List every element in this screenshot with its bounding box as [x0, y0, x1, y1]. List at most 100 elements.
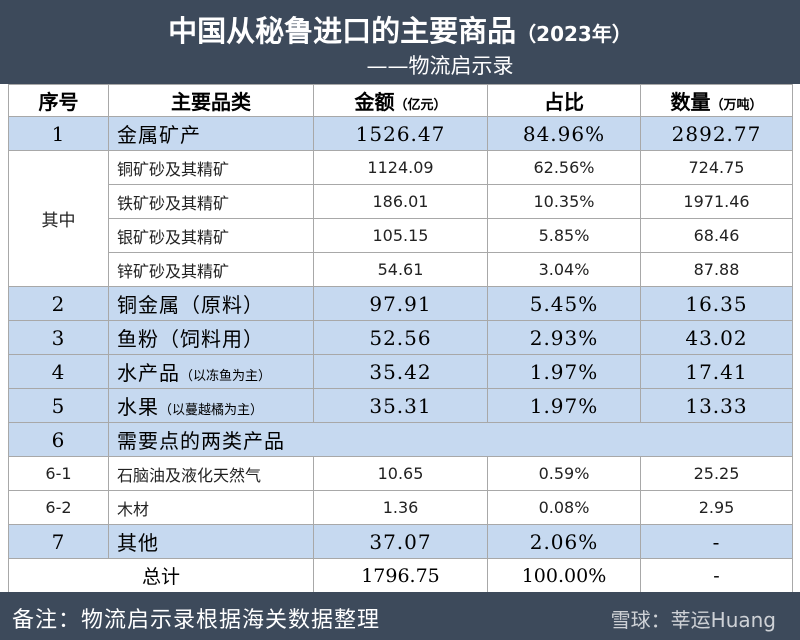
row-number: 3 — [8, 320, 109, 355]
quantity: 68.46 — [640, 218, 793, 253]
share: 2.93% — [487, 320, 641, 355]
item-name-text: 水产品 — [117, 361, 180, 385]
row-number: 7 — [8, 524, 109, 559]
share: 5.85% — [487, 218, 641, 253]
table-row: 6-1 石脑油及液化天然气 10.65 0.59% 25.25 — [8, 456, 793, 491]
quantity: 1971.46 — [640, 184, 793, 219]
item-name-text: 需要点的两类产品 — [117, 429, 285, 453]
row-number: 4 — [8, 354, 109, 389]
column-header: 占比 — [487, 84, 641, 117]
column-text: 主要品类 — [171, 90, 251, 114]
total-label: 总计 — [8, 558, 314, 593]
share: 1.97% — [487, 388, 641, 423]
row-number: 其中 — [8, 150, 109, 287]
item-name: 鱼粉（饲料用） — [108, 320, 314, 355]
table-row: 总计 1796.75 100.00% - — [8, 558, 793, 593]
amount: 52.56 — [313, 320, 488, 355]
item-name-text: 银矿砂及其精矿 — [117, 227, 230, 247]
quantity: 724.75 — [640, 150, 793, 185]
amount: 105.15 — [313, 218, 488, 253]
share: 5.45% — [487, 286, 641, 321]
row-number: 6 — [8, 422, 109, 457]
item-name-text: 其他 — [117, 531, 159, 555]
item-note: （以蔓越橘为主） — [159, 403, 264, 418]
row-number: 6-1 — [8, 456, 109, 491]
quantity: 87.88 — [640, 252, 793, 287]
amount: 1796.75 — [313, 558, 488, 593]
column-unit: （万吨） — [710, 98, 763, 113]
table-row: 4 水产品（以冻鱼为主） 35.42 1.97% 17.41 — [8, 354, 793, 389]
quantity: 13.33 — [640, 388, 793, 423]
quantity: - — [640, 558, 793, 593]
share: 0.59% — [487, 456, 641, 491]
item-note: （以冻鱼为主） — [180, 369, 272, 384]
item-name: 金属矿产 — [108, 116, 314, 151]
share: 10.35% — [487, 184, 641, 219]
column-text: 序号 — [38, 90, 79, 114]
share: 100.00% — [487, 558, 641, 593]
title-text: 中国从秘鲁进口的主要商品 — [168, 14, 517, 48]
quantity: 2.95 — [640, 490, 793, 525]
item-name: 铜矿砂及其精矿 — [108, 150, 314, 185]
amount: 1124.09 — [313, 150, 488, 185]
amount: 97.91 — [313, 286, 488, 321]
item-name-text: 铜矿砂及其精矿 — [117, 159, 230, 179]
item-name: 铁矿砂及其精矿 — [108, 184, 314, 219]
item-name: 水果（以蔓越橘为主） — [108, 388, 314, 423]
quantity: 17.41 — [640, 354, 793, 389]
item-name-text: 铁矿砂及其精矿 — [117, 193, 230, 213]
table-row: 6 需要点的两类产品 — [8, 422, 793, 457]
amount: 35.31 — [313, 388, 488, 423]
share: 3.04% — [487, 252, 641, 287]
column-header: 金额（亿元） — [313, 84, 488, 117]
header-row: 序号 主要品类 金额（亿元） 占比 数量（万吨） — [8, 84, 793, 117]
share: 84.96% — [487, 116, 641, 151]
column-header: 数量（万吨） — [640, 84, 793, 117]
footer: 备注：物流启示录根据海关数据整理 雪球：莘运Huang — [0, 592, 800, 640]
column-unit: （亿元） — [394, 98, 447, 113]
share: 62.56% — [487, 150, 641, 185]
item-name-text: 石脑油及液化天然气 — [117, 465, 262, 485]
item-name: 需要点的两类产品 — [108, 422, 793, 457]
amount: 35.42 — [313, 354, 488, 389]
amount: 186.01 — [313, 184, 488, 219]
item-name-text: 木材 — [117, 499, 150, 519]
row-number: 1 — [8, 116, 109, 151]
share: 1.97% — [487, 354, 641, 389]
amount: 54.61 — [313, 252, 488, 287]
item-name: 木材 — [108, 490, 314, 525]
table: 序号 主要品类 金额（亿元） 占比 数量（万吨） 1 金属矿产 1526.47 84.… — [8, 84, 793, 593]
column-text: 金额 — [354, 90, 395, 114]
column-header: 主要品类 — [108, 84, 314, 117]
subtitle: ——物流启示录 — [366, 54, 514, 78]
row-number: 6-2 — [8, 490, 109, 525]
amount: 1526.47 — [313, 116, 488, 151]
row-number: 2 — [8, 286, 109, 321]
title: 中国从秘鲁进口的主要商品（2023年） — [0, 8, 800, 50]
item-name-text: 铜金属（原料） — [117, 293, 264, 317]
item-name-text: 金属矿产 — [117, 123, 201, 147]
quantity: 16.35 — [640, 286, 793, 321]
item-name: 水产品（以冻鱼为主） — [108, 354, 314, 389]
table-row: 7 其他 37.07 2.06% - — [8, 524, 793, 559]
column-text: 占比 — [544, 90, 584, 114]
table-row: 2 铜金属（原料） 97.91 5.45% 16.35 — [8, 286, 793, 321]
table-row: 银矿砂及其精矿 105.15 5.85% 68.46 — [9, 218, 793, 253]
footer-note: 备注：物流启示录根据海关数据整理 — [12, 608, 381, 633]
table-row: 锌矿砂及其精矿 54.61 3.04% 87.88 — [9, 252, 793, 287]
title-note: （2023年） — [516, 22, 632, 46]
table-row: 6-2 木材 1.36 0.08% 2.95 — [8, 490, 793, 525]
item-name: 银矿砂及其精矿 — [108, 218, 314, 253]
item-name-text: 锌矿砂及其精矿 — [117, 261, 230, 281]
item-name-text: 水果 — [117, 395, 159, 419]
item-name: 锌矿砂及其精矿 — [108, 252, 314, 287]
row-number: 5 — [8, 388, 109, 423]
item-name: 铜金属（原料） — [108, 286, 314, 321]
table-row: 铁矿砂及其精矿 186.01 10.35% 1971.46 — [9, 184, 793, 219]
amount: 37.07 — [313, 524, 488, 559]
quantity: - — [640, 524, 793, 559]
share: 2.06% — [487, 524, 641, 559]
table-row: 3 鱼粉（饲料用） 52.56 2.93% 43.02 — [8, 320, 793, 355]
amount: 1.36 — [313, 490, 488, 525]
